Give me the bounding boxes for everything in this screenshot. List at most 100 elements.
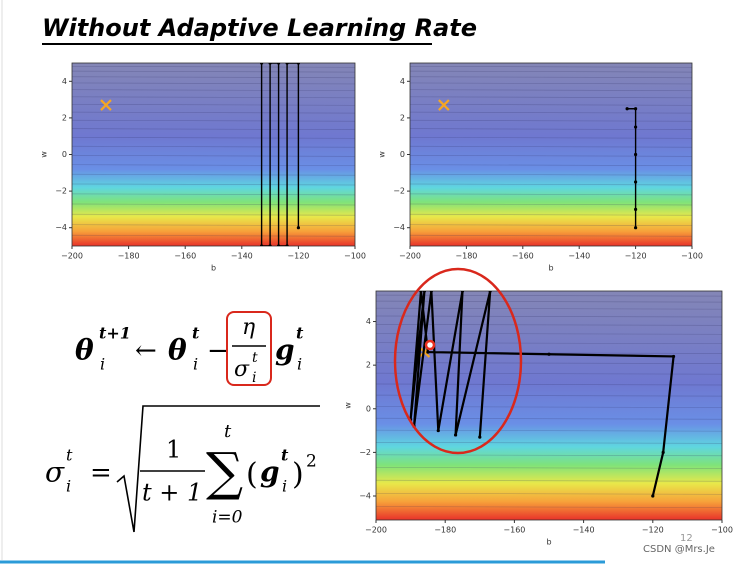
formula-part: t (66, 446, 73, 465)
formula-part: g (275, 334, 295, 367)
trajectory-point (422, 291, 427, 293)
contour-line (375, 362, 723, 364)
formula-part: t (296, 324, 304, 343)
contour-line (375, 372, 723, 375)
y-tick-label: −2 (359, 448, 371, 457)
formula-sigma: σ t i = 1 t + 1 t ∑ i=0 ( g t i ) 2 (45, 405, 320, 533)
contour-line (409, 76, 693, 79)
y-tick-label: 4 (62, 77, 67, 86)
contour-field (410, 63, 692, 246)
contour-line (409, 89, 693, 92)
contour-line (409, 82, 693, 85)
y-tick-label: 4 (366, 317, 371, 326)
contour-line (375, 294, 723, 297)
contour-line (71, 154, 356, 157)
contour-line (409, 193, 693, 196)
x-tick-label: −200 (365, 526, 387, 535)
contour-line (375, 300, 723, 303)
contour-field (72, 63, 355, 246)
y-tick-label: 2 (62, 113, 67, 122)
highlight-box (226, 311, 272, 386)
contour-line (71, 82, 356, 85)
contour-line (375, 406, 723, 408)
contour-line (71, 76, 356, 79)
contour-line (409, 164, 693, 167)
y-tick-label: −4 (55, 223, 67, 232)
y-tick-label: 0 (400, 150, 405, 159)
formula-part: t (192, 324, 200, 343)
formula-part: i (252, 370, 256, 386)
contour-line (375, 383, 723, 386)
trajectory-point (625, 107, 629, 111)
chart: −200 −180 −160 −140 −120 −100 −4 −2 0 2 4 b w (344, 267, 733, 547)
y-axis-label: w (378, 151, 387, 158)
y-axis-label: w (344, 402, 353, 409)
formula-part: − (207, 336, 229, 366)
x-tick-label: −100 (344, 252, 366, 261)
contour-line (71, 183, 356, 186)
contour-line (71, 65, 356, 68)
contour-line (409, 183, 693, 186)
trajectory-point (634, 226, 638, 230)
formula-part: t (281, 446, 289, 465)
trajectory-point (419, 291, 423, 293)
formula-part: 1 (166, 436, 181, 464)
formula-part: t (224, 421, 232, 442)
contour-line (71, 164, 356, 167)
x-tick-label: −120 (287, 252, 309, 261)
trajectory-point (268, 244, 272, 246)
x-tick-label: −160 (503, 526, 525, 535)
highlight-dot (424, 339, 436, 351)
chart: −200 −180 −160 −140 −120 −100 −4 −2 0 2 4 b w (378, 62, 703, 273)
contour-line (71, 203, 356, 206)
contour-line (71, 234, 356, 237)
x-axis-label: b (548, 264, 553, 273)
trajectory-point (296, 226, 300, 230)
contour-line (409, 65, 693, 68)
formula-part: = (90, 458, 112, 488)
x-tick-label: −200 (399, 252, 421, 261)
trajectory-point (285, 63, 289, 65)
x-tick-label: −180 (455, 252, 477, 261)
formula-part: i (66, 477, 71, 496)
formula-part: i (297, 355, 302, 374)
formula-part: t + 1 (142, 479, 202, 507)
trajectory-point (268, 63, 272, 65)
formula-part: t+1 (99, 324, 131, 343)
formula-part: σ (45, 456, 65, 489)
formula-part: i=0 (212, 508, 243, 528)
slide-title: Without Adaptive Learning Rate (42, 14, 477, 42)
trajectory-point (488, 291, 492, 293)
trajectory (260, 63, 300, 246)
formula-part: t (252, 350, 258, 366)
formula-part: ) (292, 457, 304, 492)
y-tick-label: −2 (55, 187, 67, 196)
x-tick-label: −140 (231, 252, 253, 261)
highlight-ellipse (393, 267, 523, 455)
formula-update: θ t+1 i ← θ t i − η σ t i g t i (75, 311, 304, 386)
contour-line (409, 203, 693, 206)
y-tick-label: −4 (359, 492, 371, 501)
x-axis-label: b (546, 538, 551, 547)
contour-line (71, 119, 356, 122)
y-tick-label: 0 (62, 150, 67, 159)
formula-part: σ (234, 357, 250, 382)
contour-line (71, 136, 356, 139)
trajectory-point (634, 125, 638, 129)
chart: −200 −180 −160 −140 −120 −100 −4 −2 0 2 4 b w (40, 62, 366, 273)
x-tick-label: −180 (434, 526, 456, 535)
trajectory-point (547, 352, 551, 356)
contour-line (71, 128, 356, 131)
target-marker (100, 99, 112, 111)
contour-line (409, 128, 693, 131)
x-tick-label: −160 (174, 252, 196, 261)
trajectory-point (276, 63, 281, 65)
contour-line (409, 145, 693, 148)
trajectory-point (436, 428, 440, 433)
contour-line (71, 96, 356, 99)
trajectory-point (634, 180, 638, 184)
trajectory (409, 291, 675, 497)
trajectory-point (634, 107, 638, 111)
contour-line (375, 492, 723, 495)
